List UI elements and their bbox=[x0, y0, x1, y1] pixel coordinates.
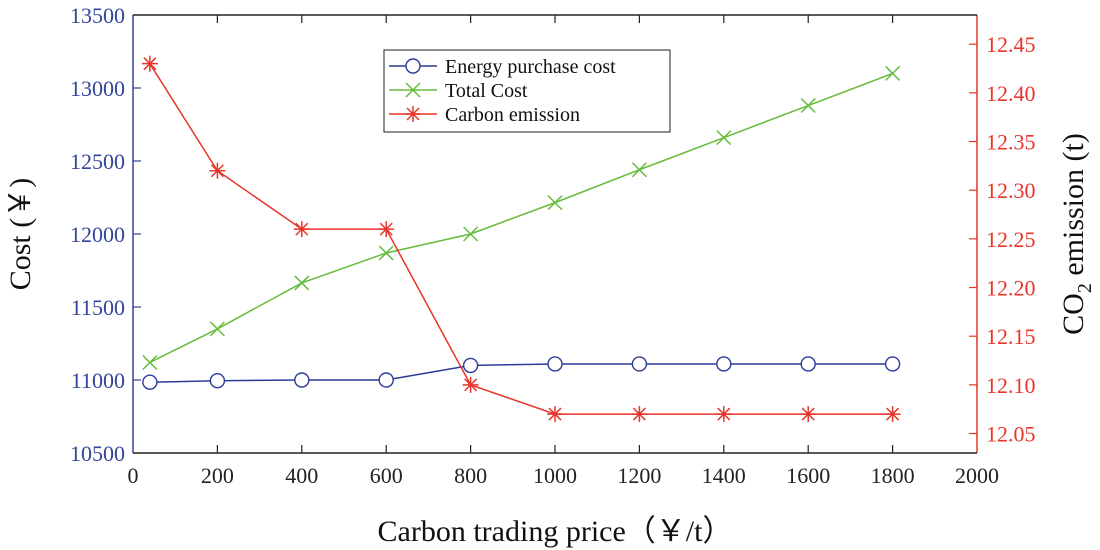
x-tick-label: 1800 bbox=[871, 463, 915, 488]
right-axis-title: CO2 emission (t) bbox=[1057, 133, 1096, 335]
data-point bbox=[142, 374, 158, 390]
left-tick-label: 10500 bbox=[70, 441, 125, 466]
legend-item: Carbon emission bbox=[389, 104, 580, 126]
x-tick-label: 0 bbox=[128, 463, 139, 488]
data-point bbox=[462, 376, 479, 393]
series-line bbox=[149, 63, 893, 415]
data-point bbox=[547, 195, 563, 211]
data-point bbox=[294, 275, 310, 291]
x-tick-label: 200 bbox=[201, 463, 234, 488]
x-tick-label: 1200 bbox=[617, 463, 661, 488]
right-tick-label: 12.10 bbox=[986, 373, 1036, 398]
series-line bbox=[149, 363, 893, 383]
right-tick-label: 12.45 bbox=[986, 32, 1036, 57]
left-axis-ticks: 10500 11000 11500 12000 12500 13000 13500 bbox=[70, 3, 141, 466]
legend-item: Total Cost bbox=[389, 80, 528, 102]
x-tick-label: 1000 bbox=[533, 463, 577, 488]
data-point bbox=[631, 406, 648, 423]
data-point bbox=[800, 356, 816, 372]
right-tick-label: 12.15 bbox=[986, 324, 1036, 349]
left-axis-title: Cost (￥) bbox=[4, 178, 37, 291]
right-tick-label: 12.20 bbox=[986, 276, 1036, 301]
marker-stroke bbox=[800, 97, 816, 114]
marker-stroke bbox=[209, 321, 225, 337]
data-point bbox=[715, 406, 732, 423]
x-tick-label: 1400 bbox=[702, 463, 746, 488]
data-point bbox=[209, 321, 225, 337]
data-point bbox=[293, 221, 310, 238]
data-point bbox=[141, 55, 158, 72]
data-point bbox=[405, 82, 421, 98]
legend-label: Total Cost bbox=[445, 80, 528, 102]
right-tick-label: 12.30 bbox=[986, 178, 1036, 203]
data-point bbox=[405, 106, 421, 122]
data-point bbox=[631, 162, 647, 178]
x-axis-title: Carbon trading price（￥/t） bbox=[378, 515, 733, 548]
data-point bbox=[405, 58, 421, 74]
marker-stroke bbox=[378, 245, 394, 261]
data-point bbox=[884, 356, 901, 372]
marker-stroke bbox=[142, 354, 158, 371]
right-tick-label: 12.40 bbox=[986, 81, 1036, 106]
series-layer bbox=[141, 55, 901, 423]
left-tick-label: 13500 bbox=[70, 3, 125, 28]
marker-stroke bbox=[885, 65, 901, 81]
series-total-cost bbox=[142, 65, 901, 371]
x-tick-label: 2000 bbox=[955, 463, 999, 488]
series-energy-purchase-cost bbox=[142, 356, 901, 390]
left-tick-label: 11000 bbox=[71, 368, 125, 393]
data-point bbox=[462, 357, 479, 374]
data-point bbox=[631, 356, 648, 372]
right-tick-label: 12.35 bbox=[986, 130, 1036, 155]
legend-box bbox=[383, 49, 671, 133]
x-tick-label: 800 bbox=[454, 463, 487, 488]
data-point bbox=[209, 373, 226, 389]
marker-stroke bbox=[631, 162, 647, 178]
x-axis-ticks: 0 200 400 600 800 1000 1200 1400 1600 1800 2000 bbox=[128, 15, 999, 488]
legend-label: Energy purchase cost bbox=[445, 56, 616, 78]
x-tick-label: 1600 bbox=[786, 463, 830, 488]
marker-stroke bbox=[716, 130, 732, 146]
data-point bbox=[209, 162, 226, 179]
marker-stroke bbox=[405, 82, 421, 98]
data-point bbox=[800, 406, 817, 423]
data-point bbox=[378, 221, 395, 238]
data-point bbox=[294, 372, 310, 388]
marker-stroke bbox=[294, 275, 310, 291]
data-point bbox=[884, 406, 901, 423]
left-tick-label: 11500 bbox=[71, 295, 125, 320]
data-point bbox=[885, 65, 901, 81]
data-point bbox=[378, 372, 394, 388]
data-point bbox=[547, 406, 563, 423]
data-point bbox=[547, 356, 563, 372]
x-tick-label: 600 bbox=[370, 463, 403, 488]
left-tick-label: 12500 bbox=[70, 149, 125, 174]
legend-label: Carbon emission bbox=[445, 104, 580, 126]
x-tick-label: 400 bbox=[285, 463, 318, 488]
marker-stroke bbox=[463, 226, 479, 242]
right-axis-ticks: 12.05 12.10 12.15 12.20 12.25 12.30 12.35 12.40… bbox=[969, 32, 1036, 447]
series-carbon-emission bbox=[141, 55, 901, 423]
left-tick-label: 13000 bbox=[70, 76, 125, 101]
marker-stroke bbox=[547, 195, 563, 211]
legend-item: Energy purchase cost bbox=[389, 56, 616, 78]
series-line bbox=[149, 72, 893, 364]
left-tick-label: 12000 bbox=[70, 222, 125, 247]
data-point bbox=[142, 354, 158, 371]
data-point bbox=[463, 226, 479, 242]
data-point bbox=[378, 245, 394, 261]
right-tick-label: 12.05 bbox=[986, 422, 1036, 447]
data-point bbox=[800, 97, 816, 114]
right-tick-label: 12.25 bbox=[986, 227, 1036, 252]
data-point bbox=[716, 130, 732, 146]
data-point bbox=[716, 356, 732, 372]
